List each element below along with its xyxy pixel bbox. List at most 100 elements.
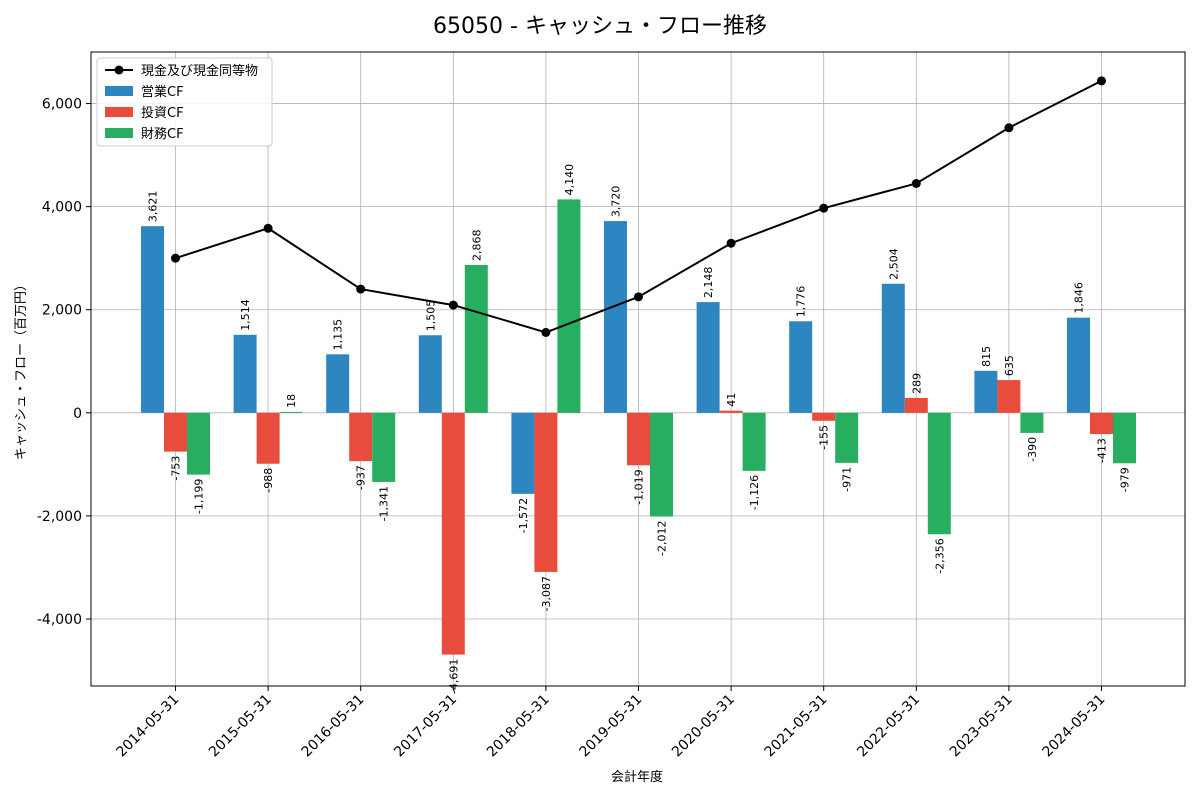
bar-投資CF-2019-05-31 (627, 412, 650, 466)
data-label: 289 (910, 373, 923, 394)
bar-投資CF-2021-05-31 (812, 412, 836, 421)
data-label: -3,087 (540, 576, 553, 611)
bar-財務CF-2023-05-31 (1020, 412, 1044, 433)
cash-point-2016-05-31 (356, 284, 366, 294)
data-label: -4,691 (447, 659, 460, 694)
bar-投資CF-2015-05-31 (256, 412, 280, 464)
y-tick-label: 6,000 (42, 97, 82, 113)
data-label: 4,140 (563, 164, 576, 196)
data-label: 1,135 (332, 319, 345, 351)
x-tick-label: 2019-05-31 (576, 692, 645, 761)
data-label: 1,776 (795, 286, 808, 318)
x-tick-label: 2020-05-31 (669, 692, 738, 761)
bar-投資CF-2023-05-31 (997, 380, 1021, 413)
bar-財務CF-2020-05-31 (742, 412, 766, 471)
data-label: -971 (841, 467, 854, 492)
data-label: 3,720 (610, 186, 623, 218)
data-label: -937 (355, 465, 368, 490)
y-tick-label: 2,000 (42, 303, 82, 319)
data-label: 2,148 (702, 267, 715, 299)
data-label: 18 (285, 394, 298, 408)
data-label: 635 (1003, 355, 1016, 376)
bar-財務CF-2017-05-31 (464, 264, 488, 413)
bar-投資CF-2024-05-31 (1090, 412, 1113, 435)
data-label: -1,126 (748, 475, 761, 510)
y-tick-label: -4,000 (37, 612, 82, 628)
cash-point-2019-05-31 (634, 292, 643, 302)
label-layer: 3,621 1,514 1,135 1,505 -1,572 3,720 2,148 1,77… (147, 164, 1132, 694)
data-label: 815 (980, 346, 993, 367)
grid-layer (91, 52, 1185, 686)
bar-投資CF-2014-05-31 (164, 412, 187, 452)
y-tick-label: 4,000 (42, 200, 82, 216)
data-label: -1,572 (517, 498, 530, 533)
data-label: -2,356 (933, 538, 946, 573)
bar-財務CF-2015-05-31 (279, 411, 303, 413)
cash-point-2018-05-31 (541, 327, 551, 337)
bar-財務CF-2021-05-31 (835, 412, 859, 463)
data-label: -2,012 (656, 521, 669, 556)
bar-営業CF-2014-05-31 (141, 226, 164, 413)
data-label: -1,019 (633, 469, 646, 504)
x-tick-label: 2016-05-31 (299, 692, 368, 761)
bar-投資CF-2022-05-31 (904, 397, 928, 413)
cash-point-2022-05-31 (911, 178, 921, 188)
bar-投資CF-2018-05-31 (534, 412, 558, 572)
bar-営業CF-2021-05-31 (789, 321, 813, 413)
data-label: -988 (262, 468, 275, 493)
y-axis-title: キャッシュ・フロー（百万円） (14, 278, 29, 460)
bar-財務CF-2018-05-31 (557, 199, 581, 413)
legend-swatch (105, 107, 133, 117)
bar-layer (141, 199, 1136, 655)
cash-point-2020-05-31 (726, 238, 736, 248)
x-tick-label: 2015-05-31 (206, 692, 275, 761)
x-tick-label: 2014-05-31 (113, 692, 182, 761)
cash-point-2015-05-31 (263, 223, 273, 233)
bar-投資CF-2020-05-31 (719, 410, 743, 413)
cash-point-2021-05-31 (819, 203, 829, 213)
legend-swatch (105, 86, 133, 96)
legend-label: 営業CF (141, 84, 184, 100)
bar-財務CF-2019-05-31 (650, 412, 673, 517)
bar-営業CF-2022-05-31 (881, 283, 905, 413)
bar-財務CF-2016-05-31 (372, 412, 396, 482)
x-tick-label: 2022-05-31 (854, 692, 923, 761)
x-tick-label: 2024-05-31 (1039, 692, 1108, 761)
x-tick-label: 2017-05-31 (391, 692, 460, 761)
data-label: 1,505 (424, 300, 437, 332)
bar-財務CF-2022-05-31 (927, 412, 951, 535)
data-label: 41 (725, 393, 738, 407)
cash-point-2023-05-31 (1004, 123, 1014, 133)
data-label: -413 (1096, 438, 1109, 463)
bar-営業CF-2018-05-31 (511, 412, 535, 494)
x-tick-label: 2023-05-31 (947, 692, 1016, 761)
y-tick-label: -2,000 (37, 509, 82, 525)
bar-投資CF-2017-05-31 (441, 412, 465, 655)
legend-swatch (105, 128, 133, 138)
data-label: -979 (1119, 467, 1132, 492)
bar-営業CF-2019-05-31 (604, 221, 627, 413)
x-axis-title: 会計年度 (611, 769, 663, 785)
bar-営業CF-2023-05-31 (974, 370, 998, 413)
cash-point-2017-05-31 (448, 300, 458, 310)
data-label: -1,341 (378, 486, 391, 521)
x-tick-label: 2021-05-31 (762, 692, 831, 761)
data-label: -155 (818, 425, 831, 450)
cash-point-2024-05-31 (1097, 76, 1106, 86)
y-tick-label: 0 (73, 406, 82, 422)
data-label: 2,504 (887, 248, 900, 280)
data-label: -390 (1026, 437, 1039, 462)
bar-営業CF-2017-05-31 (418, 335, 442, 413)
legend-label: 投資CF (141, 105, 184, 121)
legend-label: 財務CF (141, 127, 184, 142)
legend-box (96, 57, 273, 147)
data-label: 1,846 (1073, 282, 1086, 314)
line-layer (171, 76, 1106, 337)
bar-営業CF-2020-05-31 (696, 302, 720, 413)
data-label: 2,868 (470, 229, 483, 261)
data-label: 3,621 (147, 191, 160, 223)
legend-marker (114, 65, 124, 75)
cash-point-2014-05-31 (171, 253, 180, 263)
